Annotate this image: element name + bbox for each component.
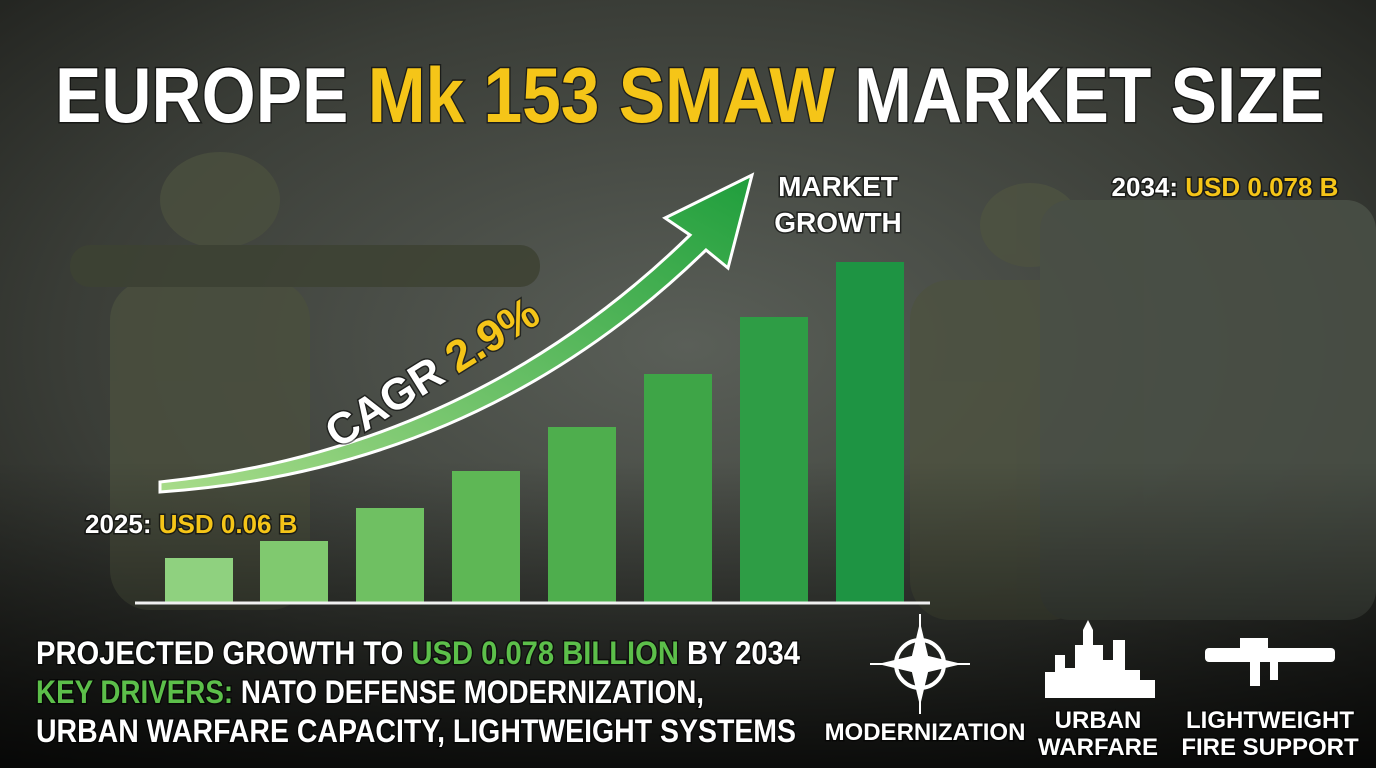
summary-line: URBAN WARFARE CAPACITY, LIGHTWEIGHT SYST… bbox=[36, 713, 796, 749]
bar bbox=[740, 317, 808, 602]
end-year: 2034: bbox=[1112, 172, 1179, 202]
start-value: 2025: USD 0.06 B bbox=[85, 509, 297, 539]
growth-arrow bbox=[158, 172, 755, 494]
title-tail: MARKET SIZE bbox=[854, 51, 1325, 139]
summary-text: BY 2034 bbox=[687, 635, 800, 671]
icon-label: WARFARE bbox=[1038, 734, 1158, 761]
summary-text: PROJECTED GROWTH TO bbox=[36, 635, 403, 671]
bar bbox=[836, 262, 904, 602]
end-value: 2034: USD 0.078 B bbox=[1112, 172, 1339, 202]
summary-line: KEY DRIVERS: NATO DEFENSE MODERNIZATION, bbox=[36, 674, 704, 710]
bar bbox=[452, 471, 520, 602]
summary-text: NATO DEFENSE MODERNIZATION, bbox=[241, 674, 704, 710]
icon-label: MODERNIZATION bbox=[825, 719, 1026, 746]
title-highlight: Mk 153 SMAW bbox=[368, 51, 835, 139]
bar bbox=[260, 541, 328, 602]
icon-city bbox=[1045, 620, 1155, 698]
icon-label: LIGHTWEIGHT bbox=[1186, 707, 1354, 734]
bar bbox=[644, 374, 712, 602]
icon-label: FIRE SUPPORT bbox=[1181, 734, 1359, 761]
summary-line: PROJECTED GROWTH TO USD 0.078 BILLION BY… bbox=[36, 635, 800, 671]
start-amount: USD 0.06 B bbox=[159, 509, 298, 539]
bar bbox=[165, 558, 233, 602]
bar bbox=[548, 427, 616, 602]
icon-label: URBAN bbox=[1055, 707, 1142, 734]
start-year: 2025: bbox=[85, 509, 152, 539]
bars bbox=[135, 262, 930, 605]
growth-label: MARKET bbox=[778, 171, 898, 202]
title: EUROPE Mk 153 SMAW MARKET SIZE bbox=[55, 51, 1325, 139]
icon-launcher bbox=[1205, 638, 1335, 686]
title-lead: EUROPE bbox=[55, 51, 348, 139]
icon-compass bbox=[870, 614, 970, 714]
summary-highlight: KEY DRIVERS: bbox=[36, 674, 233, 710]
growth-label: GROWTH bbox=[774, 207, 902, 238]
end-amount: USD 0.078 B bbox=[1185, 172, 1338, 202]
bar bbox=[356, 508, 424, 602]
summary-highlight: USD 0.078 BILLION bbox=[411, 635, 678, 671]
